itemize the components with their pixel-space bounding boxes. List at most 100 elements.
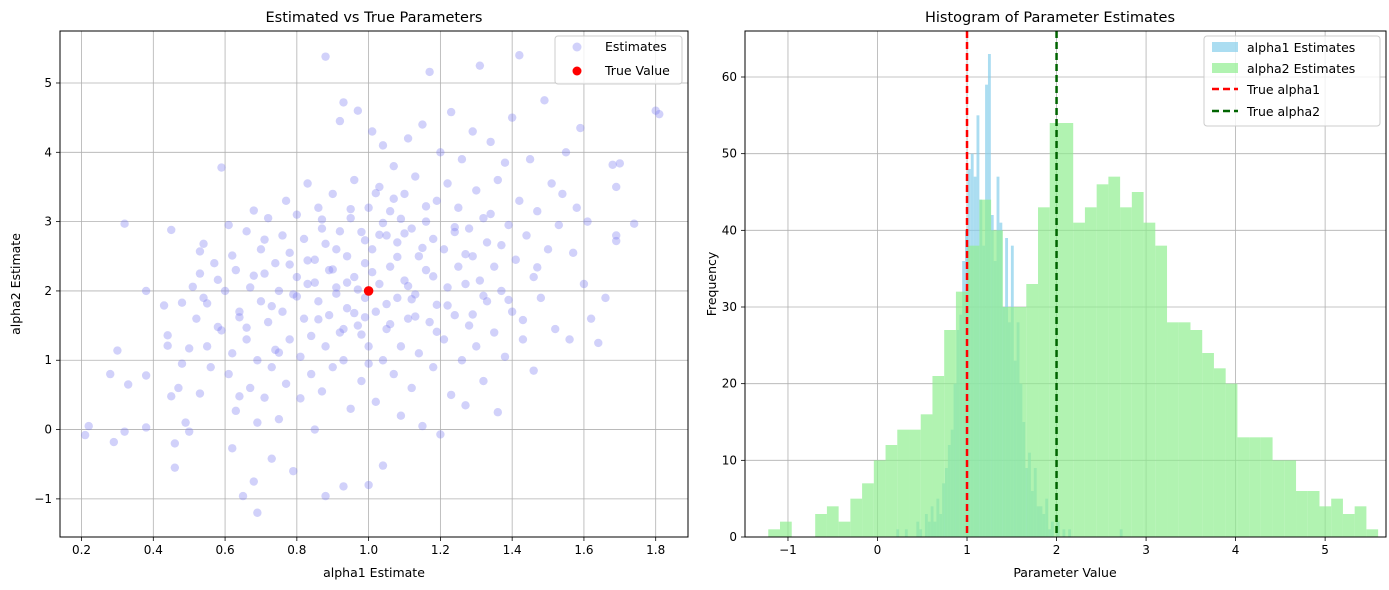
estimate-point	[378, 141, 388, 150]
estimate-point	[310, 278, 319, 287]
alpha2-bar	[1026, 284, 1039, 537]
alpha2-bar	[1038, 207, 1050, 538]
estimate-point	[353, 106, 363, 115]
estimate-point	[274, 414, 284, 424]
estimate-point	[106, 369, 115, 379]
estimate-point	[446, 390, 456, 400]
scatter-points	[80, 51, 664, 517]
estimate-point	[141, 423, 151, 432]
estimate-point	[565, 335, 574, 344]
scatter-y-tick-label: 0	[44, 423, 52, 437]
scatter-y-tick-label: −1	[34, 492, 52, 506]
estimate-point	[184, 344, 194, 353]
estimate-point	[339, 356, 348, 365]
estimate-point	[443, 301, 452, 310]
estimate-point	[80, 430, 90, 440]
estimate-point	[342, 278, 352, 287]
estimate-point	[231, 406, 241, 416]
estimate-point	[217, 163, 226, 172]
estimate-point	[339, 324, 348, 334]
estimate-point	[385, 207, 395, 216]
estimate-point	[245, 383, 255, 393]
estimate-point	[328, 362, 337, 372]
estimate-point	[432, 327, 441, 337]
estimate-point	[213, 275, 223, 285]
estimate-point	[296, 394, 305, 403]
estimate-point	[393, 252, 402, 262]
alpha2-bar	[826, 506, 839, 537]
histogram-title: Histogram of Parameter Estimates	[925, 10, 1175, 26]
estimate-point	[396, 411, 406, 420]
estimate-point	[342, 304, 352, 313]
estimate-point	[364, 203, 373, 212]
estimate-point	[303, 279, 312, 289]
alpha2-bar	[1319, 506, 1332, 537]
alpha2-bar	[979, 199, 992, 537]
alpha2-bar	[1096, 184, 1109, 538]
estimate-point	[403, 281, 413, 291]
estimate-point	[594, 338, 603, 348]
alpha2-bar	[1131, 192, 1144, 537]
estimate-point	[292, 210, 302, 219]
histogram-legend: alpha1 Estimates alpha2 Estimates True a…	[1203, 35, 1381, 127]
scatter-legend-box	[554, 35, 683, 85]
legend-true-value-label: True Value	[604, 63, 670, 78]
alpha2-bar	[944, 330, 956, 537]
true-value-point	[363, 286, 374, 296]
estimate-point	[210, 259, 219, 268]
estimate-point	[84, 421, 93, 431]
estimate-point	[181, 418, 190, 427]
estimate-point	[307, 331, 316, 341]
estimate-point	[486, 137, 495, 147]
estimate-point	[461, 279, 470, 289]
estimate-point	[572, 203, 581, 212]
scatter-x-tick-label: 1.2	[431, 543, 450, 557]
legend-true-alpha1-label: True alpha1	[1246, 82, 1320, 97]
estimate-point	[497, 240, 506, 250]
estimate-point	[558, 189, 567, 199]
estimate-point	[342, 252, 352, 261]
estimate-point	[141, 371, 151, 380]
estimate-point	[299, 314, 309, 323]
alpha2-bar	[873, 460, 886, 537]
alpha2-bar	[1190, 330, 1203, 537]
estimate-point	[296, 352, 305, 361]
estimate-point	[360, 236, 370, 245]
estimate-point	[335, 116, 345, 126]
estimate-point	[436, 148, 445, 157]
estimate-point	[360, 293, 370, 303]
alpha2-bar	[1272, 460, 1285, 537]
alpha2-bar	[1354, 506, 1367, 537]
estimate-point	[238, 491, 248, 501]
estimate-point	[375, 182, 384, 192]
estimate-point	[213, 322, 223, 332]
alpha2-bar	[955, 291, 968, 537]
alpha2-bar	[1178, 322, 1191, 537]
legend-alpha1-label: alpha1 Estimates	[1247, 40, 1355, 55]
legend-true-alpha2-label: True alpha2	[1246, 104, 1320, 119]
estimate-point	[274, 286, 284, 296]
estimate-point	[389, 194, 398, 203]
estimate-point	[332, 283, 341, 292]
estimate-point	[174, 383, 183, 393]
estimate-point	[263, 317, 273, 327]
estimate-point	[159, 301, 169, 310]
histogram-true-lines	[965, 31, 1058, 537]
estimate-point	[163, 341, 172, 350]
alpha2-bar	[1284, 460, 1297, 537]
estimate-point	[350, 272, 359, 282]
estimate-point	[382, 324, 391, 334]
histogram-ylabel: Frequency	[704, 251, 719, 316]
estimate-point	[479, 376, 488, 386]
estimate-point	[339, 98, 348, 107]
estimate-point	[533, 263, 542, 272]
estimate-point	[163, 331, 172, 340]
alpha2-bar	[1296, 491, 1308, 537]
alpha2-bar	[850, 498, 863, 537]
estimate-point	[443, 283, 452, 292]
estimate-point	[188, 282, 197, 291]
scatter-x-tick-label: 1.8	[646, 543, 665, 557]
estimate-point	[382, 231, 391, 240]
estimate-point	[368, 127, 377, 136]
